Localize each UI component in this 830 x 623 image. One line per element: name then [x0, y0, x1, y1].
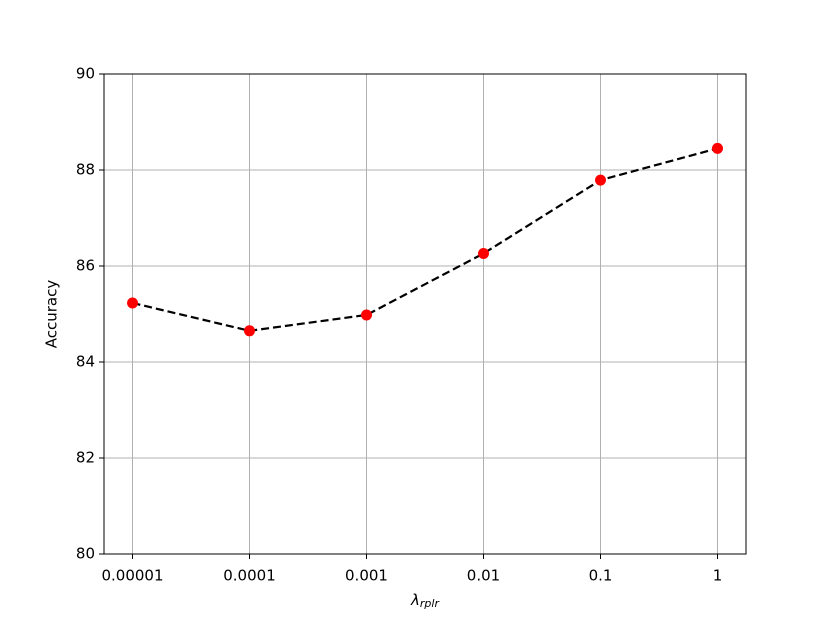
data-point: [712, 142, 723, 154]
x-tick-label: 0.00001: [101, 567, 163, 585]
data-point: [595, 174, 606, 186]
x-label-symbol: λ: [410, 591, 420, 609]
x-tick-label: 0.1: [589, 567, 613, 585]
y-tick-label: 82: [76, 449, 95, 467]
x-axis-label: λrplr: [410, 591, 440, 611]
data-point: [361, 309, 372, 321]
data-line: [132, 147, 718, 332]
x-tick-label: 1: [713, 567, 723, 585]
x-label-subscript: rplr: [420, 597, 441, 610]
plot-frame: [103, 73, 747, 555]
x-tick-label: 0.001: [345, 567, 388, 585]
x-tick-label: 0.0001: [223, 567, 276, 585]
y-tick-label: 86: [76, 257, 95, 275]
data-point: [478, 248, 489, 260]
y-tick-label: 90: [76, 65, 95, 83]
data-point: [244, 325, 255, 337]
x-tick-label: 0.01: [467, 567, 500, 585]
y-axis-label: Accuracy: [43, 280, 61, 349]
y-tick-label: 80: [76, 545, 95, 563]
y-tick-label: 88: [76, 161, 95, 179]
data-point: [127, 297, 138, 309]
y-tick-label: 84: [76, 353, 95, 371]
